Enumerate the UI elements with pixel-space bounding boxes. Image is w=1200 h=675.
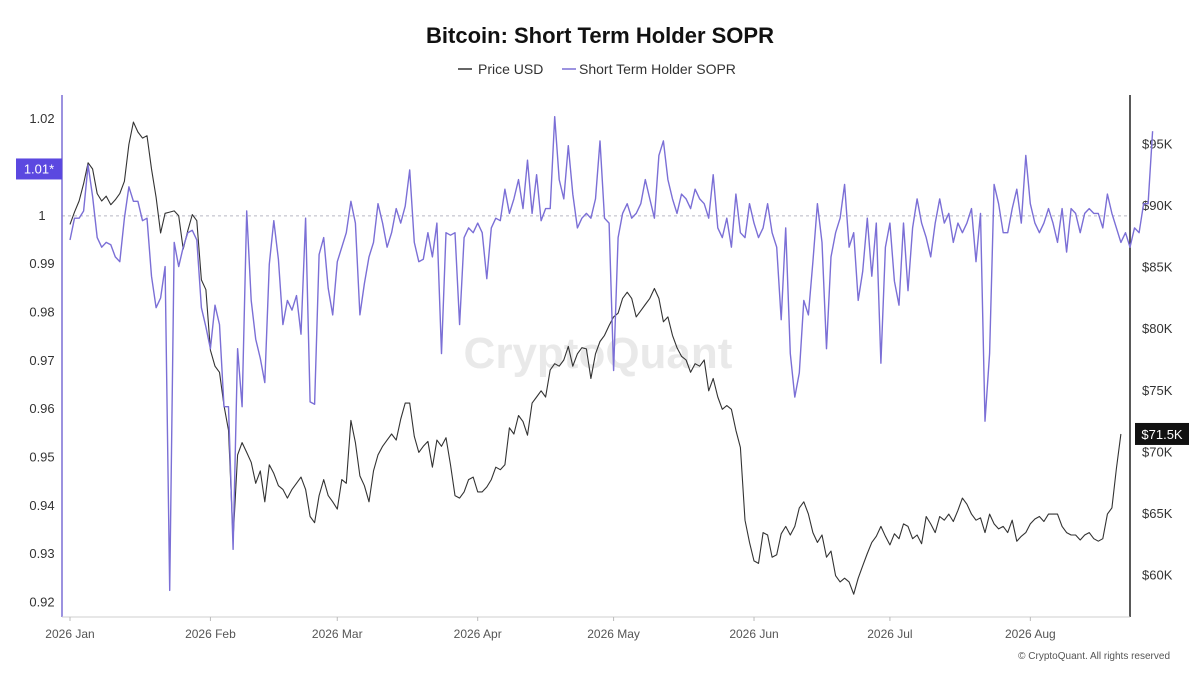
watermark-logo: CryptoQuant	[464, 329, 733, 378]
chart-title: Bitcoin: Short Term Holder SOPR	[426, 23, 774, 48]
x-tick-label: 2026 Feb	[185, 627, 236, 641]
y-right-tick-label: $65K	[1142, 506, 1173, 521]
y-left-tick-label: 0.98	[29, 305, 54, 320]
current-value-badge-price	[1135, 422, 1189, 445]
x-tick-label: 2026 Mar	[312, 627, 363, 641]
copyright-notice: © CryptoQuant. All rights reserved	[1018, 651, 1170, 662]
y-right-tick-label: $95K	[1142, 136, 1173, 151]
x-tick-label: 2026 Apr	[454, 627, 502, 641]
legend-item-sopr[interactable]: Short Term Holder SOPR	[562, 61, 736, 77]
legend-label-price: Price USD	[478, 61, 543, 77]
y-right-tick-label: $60K	[1142, 568, 1173, 583]
y-right-tick-label: $90K	[1142, 198, 1173, 213]
x-tick-label: 2026 Jan	[45, 627, 94, 641]
legend-item-price[interactable]: Price USD	[458, 61, 543, 77]
y-left-tick-label: 0.95	[29, 450, 54, 465]
current-value-badge-sopr	[16, 158, 62, 180]
current-value-label-sopr: 1.01*	[24, 161, 54, 176]
y-right-tick-label: $70K	[1142, 444, 1173, 459]
y-right-tick-label: $80K	[1142, 321, 1173, 336]
y-left-tick-label: 1	[38, 208, 45, 223]
series-layer	[69, 116, 1154, 595]
series-line-price	[69, 121, 1122, 595]
current-value-label-price: $71.5K	[1141, 427, 1183, 442]
y-left-tick-label: 0.92	[29, 595, 54, 610]
axes: 0.920.930.940.950.960.970.980.9911.011.0…	[29, 95, 1173, 641]
y-left-tick-label: 0.97	[29, 353, 54, 368]
y-right-tick-label: $75K	[1142, 383, 1173, 398]
legend-label-sopr: Short Term Holder SOPR	[579, 61, 736, 77]
current-value-badges: 1.01* $71.5K	[16, 158, 1189, 445]
x-tick-label: 2026 May	[587, 627, 640, 641]
y-left-tick-label: 0.96	[29, 401, 54, 416]
y-left-tick-label: 1.02	[29, 111, 54, 126]
x-tick-label: 2026 Jun	[729, 627, 778, 641]
x-tick-label: 2026 Jul	[867, 627, 912, 641]
y-left-tick-label: 0.94	[29, 498, 54, 513]
y-right-tick-label: $85K	[1142, 260, 1173, 275]
y-left-tick-label: 0.99	[29, 256, 54, 271]
y-left-tick-label: 0.93	[29, 546, 54, 561]
legend: Price USD Short Term Holder SOPR	[458, 61, 736, 77]
series-line-sopr	[69, 116, 1154, 592]
x-tick-label: 2026 Aug	[1005, 627, 1056, 641]
